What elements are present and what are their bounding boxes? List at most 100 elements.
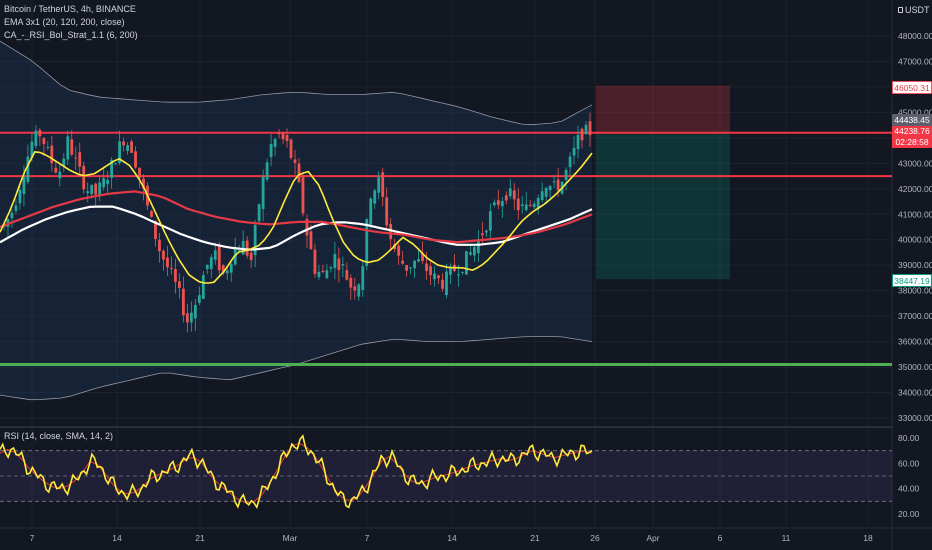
price-tick-label: 40000.00 (898, 235, 932, 245)
candle-body (154, 220, 157, 239)
rsi-tick-label: 20.00 (898, 509, 920, 519)
price-tick-label: 41000.00 (898, 209, 932, 219)
candle-body (269, 144, 273, 158)
candle-body (130, 141, 133, 153)
time-axis[interactable]: 7 14 21 Mar 7 14 21 26 Apr 6 11 18 (30, 533, 873, 543)
rsi-legend-label: RSI (14, close, SMA, 14, 2) (4, 431, 114, 441)
candle-body (166, 257, 169, 268)
ema-legend[interactable]: EMA 3x1 (20, 120, 200, close) (4, 16, 125, 28)
candle-body (445, 271, 448, 296)
time-tick-label: 26 (590, 533, 600, 543)
candle-body (42, 138, 46, 145)
candle-body (321, 270, 325, 273)
ema200-line (0, 190, 593, 244)
candle-body (301, 177, 305, 214)
candle-body (46, 147, 50, 149)
candle-body (122, 141, 125, 146)
candle-body (405, 265, 409, 271)
grid-lines (0, 0, 892, 528)
candle-body (333, 254, 337, 269)
candle-body (14, 205, 18, 211)
candle-body (285, 134, 289, 141)
ema-lines (0, 151, 593, 284)
candle-body (425, 263, 428, 272)
candle-body (30, 141, 34, 158)
price-tick-label: 35000.00 (898, 362, 932, 372)
rsi-tick-label: 40.00 (898, 484, 920, 494)
candle-body (233, 249, 237, 265)
candle-body (26, 156, 30, 182)
candle-body (540, 191, 544, 201)
candle-body (201, 274, 205, 299)
candle-body (361, 266, 365, 291)
price-tick-label: 39000.00 (898, 260, 932, 270)
candle-body (241, 240, 245, 255)
candle-body (213, 250, 217, 260)
candle-body (465, 251, 468, 275)
candle-body (317, 271, 321, 278)
candle-body (437, 275, 440, 279)
candle-body (357, 284, 361, 297)
stop-price-tag: 38447.19 (892, 274, 932, 287)
candle-body (58, 171, 62, 179)
candle-body (174, 269, 177, 282)
rsi-line (0, 434, 593, 510)
candle-body (98, 182, 102, 196)
candle-body (572, 147, 576, 156)
candle-body (313, 249, 317, 274)
time-tick-label: 11 (782, 533, 791, 543)
candle-body (473, 247, 476, 256)
current-price: 44238.76 (894, 126, 930, 136)
candle-body (504, 195, 508, 201)
candle-body (413, 260, 416, 269)
time-tick-label: 18 (863, 533, 873, 543)
strategy-legend[interactable]: CA_-_RSI_Bol_Strat_1.1 (6, 200) (4, 29, 138, 41)
candle-body (365, 219, 369, 266)
candle-body (289, 139, 293, 158)
candle-body (114, 163, 118, 165)
candle-body (265, 162, 269, 180)
time-tick-label: 14 (447, 533, 457, 543)
candle-body (102, 178, 106, 188)
candle-body (249, 252, 253, 261)
candle-body (34, 130, 38, 146)
candle-body (106, 179, 110, 185)
candle-body (54, 167, 58, 173)
candle-body (488, 211, 492, 231)
candle-body (193, 304, 197, 319)
candle-body (476, 239, 480, 254)
candle-body (449, 266, 452, 275)
currency-selector[interactable]: USDT (898, 5, 930, 15)
candle-body (381, 172, 385, 197)
candle-body (118, 141, 121, 164)
candle-body (345, 270, 349, 280)
candle-body (588, 121, 592, 136)
candle-body (297, 163, 301, 183)
candle-body (461, 271, 464, 273)
horizontal-levels[interactable] (0, 131, 892, 367)
candle-body (225, 270, 229, 274)
price-tick-label: 37000.00 (898, 311, 932, 321)
candle-body (162, 250, 165, 260)
target-price: 46050.31 (894, 83, 930, 93)
candle-body (520, 204, 524, 206)
candle-body (484, 230, 488, 233)
band-fill (0, 41, 592, 400)
time-tick-label: 21 (195, 533, 205, 543)
candle-body (389, 224, 393, 240)
symbol-title: Bitcoin / TetherUS, 4h, BINANCE (4, 4, 136, 14)
long-position-tool[interactable] (596, 85, 730, 280)
take-profit-zone (596, 85, 730, 132)
rsi-legend[interactable]: RSI (14, close, SMA, 14, 2) (4, 430, 113, 442)
rsi-axis[interactable]: 80.00 60.00 40.00 20.00 (898, 433, 920, 519)
time-tick-label: 7 (30, 533, 35, 543)
ema20-line (0, 151, 593, 284)
candle-body (584, 124, 588, 135)
candle-body (409, 267, 413, 269)
symbol-legend[interactable]: Bitcoin / TetherUS, 4h, BINANCE (4, 3, 136, 15)
candle-body (309, 231, 313, 250)
candle-body (492, 202, 496, 206)
bar-countdown: 02:28:58 (895, 137, 929, 147)
